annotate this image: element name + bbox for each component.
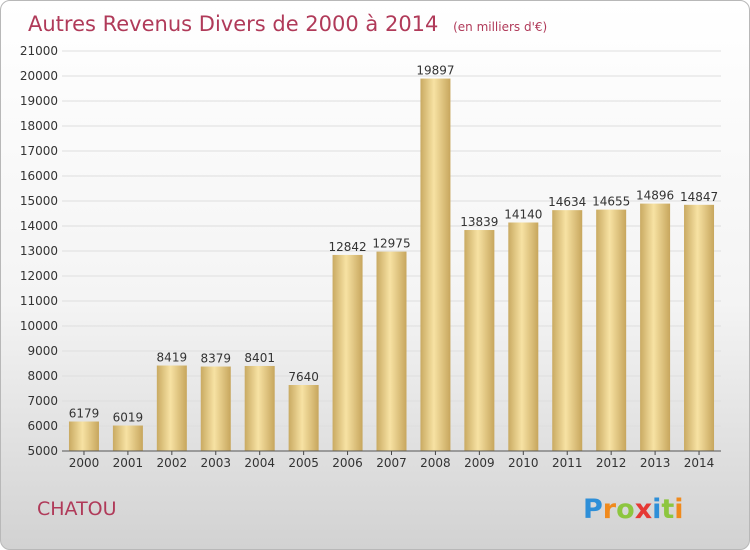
bar-2010 [508,222,539,451]
x-axis-ticks: 2000 2001 2002 2003 2004 2005 2006 2007 2008 2009… [69,451,715,470]
x-tick-label: 2003 [200,456,231,470]
y-tick-label: 17000 [20,144,58,158]
value-label: 13839 [460,215,498,229]
y-tick-label: 21000 [20,44,58,58]
y-tick-label: 12000 [20,269,58,283]
x-tick-label: 2009 [464,456,495,470]
y-tick-label: 13000 [20,244,58,258]
chart-title-text: Autres Revenus Divers de 2000 à 2014 [28,12,438,36]
y-tick-label: 18000 [20,119,58,133]
x-tick-label: 2002 [157,456,188,470]
value-label: 14896 [636,189,674,203]
bar-2007 [376,251,407,451]
value-label: 19897 [416,64,454,78]
bar-2006 [332,254,363,451]
y-tick-label: 14000 [20,219,58,233]
x-tick-label: 2012 [596,456,627,470]
x-tick-label: 2011 [552,456,583,470]
bar-2011 [552,210,583,451]
value-label: 6019 [113,411,144,425]
x-tick-label: 2013 [640,456,671,470]
value-label: 6179 [69,407,100,421]
x-tick-label: 2000 [69,456,100,470]
value-label: 8419 [157,351,188,365]
city-label: CHATOU [37,498,117,520]
x-tick-label: 2007 [376,456,407,470]
y-tick-label: 16000 [20,169,58,183]
bar-2002 [156,365,187,451]
y-tick-label: 5000 [27,444,58,458]
x-tick-label: 2001 [113,456,144,470]
chart-unit: (en milliers d'€) [453,20,547,34]
value-label: 14140 [504,208,542,222]
chart-title: Autres Revenus Divers de 2000 à 2014 (en… [28,12,547,36]
bar-2000 [68,421,99,451]
value-label: 8401 [244,351,275,365]
value-label: 14634 [548,195,586,209]
x-tick-label: 2006 [332,456,363,470]
value-label: 14847 [680,190,718,204]
value-label: 12842 [328,240,366,254]
svg-text:Proxiti: Proxiti [583,494,684,525]
x-tick-label: 2008 [420,456,451,470]
y-axis-ticks: 5000 6000 7000 8000 9000 10000 11000 12000 13000… [20,44,58,458]
y-tick-label: 19000 [20,94,58,108]
y-tick-label: 10000 [20,319,58,333]
y-tick-label: 6000 [27,419,58,433]
bar-2012 [596,209,627,451]
bar-2001 [112,425,143,451]
y-tick-label: 8000 [27,369,58,383]
y-tick-label: 15000 [20,194,58,208]
bar-2004 [244,365,275,451]
bars: 6179 6019 8419 8379 8401 7640 12842 12975 19897 1… [69,64,718,451]
value-label: 14655 [592,195,630,209]
value-label: 7640 [288,370,319,384]
x-tick-label: 2005 [288,456,319,470]
bar-2014 [684,204,715,451]
y-tick-label: 9000 [27,344,58,358]
x-tick-label: 2004 [244,456,275,470]
bar-2005 [288,385,319,451]
value-label: 12975 [372,237,410,251]
proxiti-logo: Proxiti [583,494,684,525]
y-tick-label: 20000 [20,69,58,83]
x-tick-label: 2010 [508,456,539,470]
y-tick-label: 11000 [20,294,58,308]
y-tick-label: 7000 [27,394,58,408]
bar-2003 [200,366,231,451]
x-tick-label: 2014 [684,456,715,470]
value-label: 8379 [200,352,231,366]
bar-2009 [464,230,495,451]
bar-2013 [640,203,671,451]
bar-2008 [420,78,451,451]
